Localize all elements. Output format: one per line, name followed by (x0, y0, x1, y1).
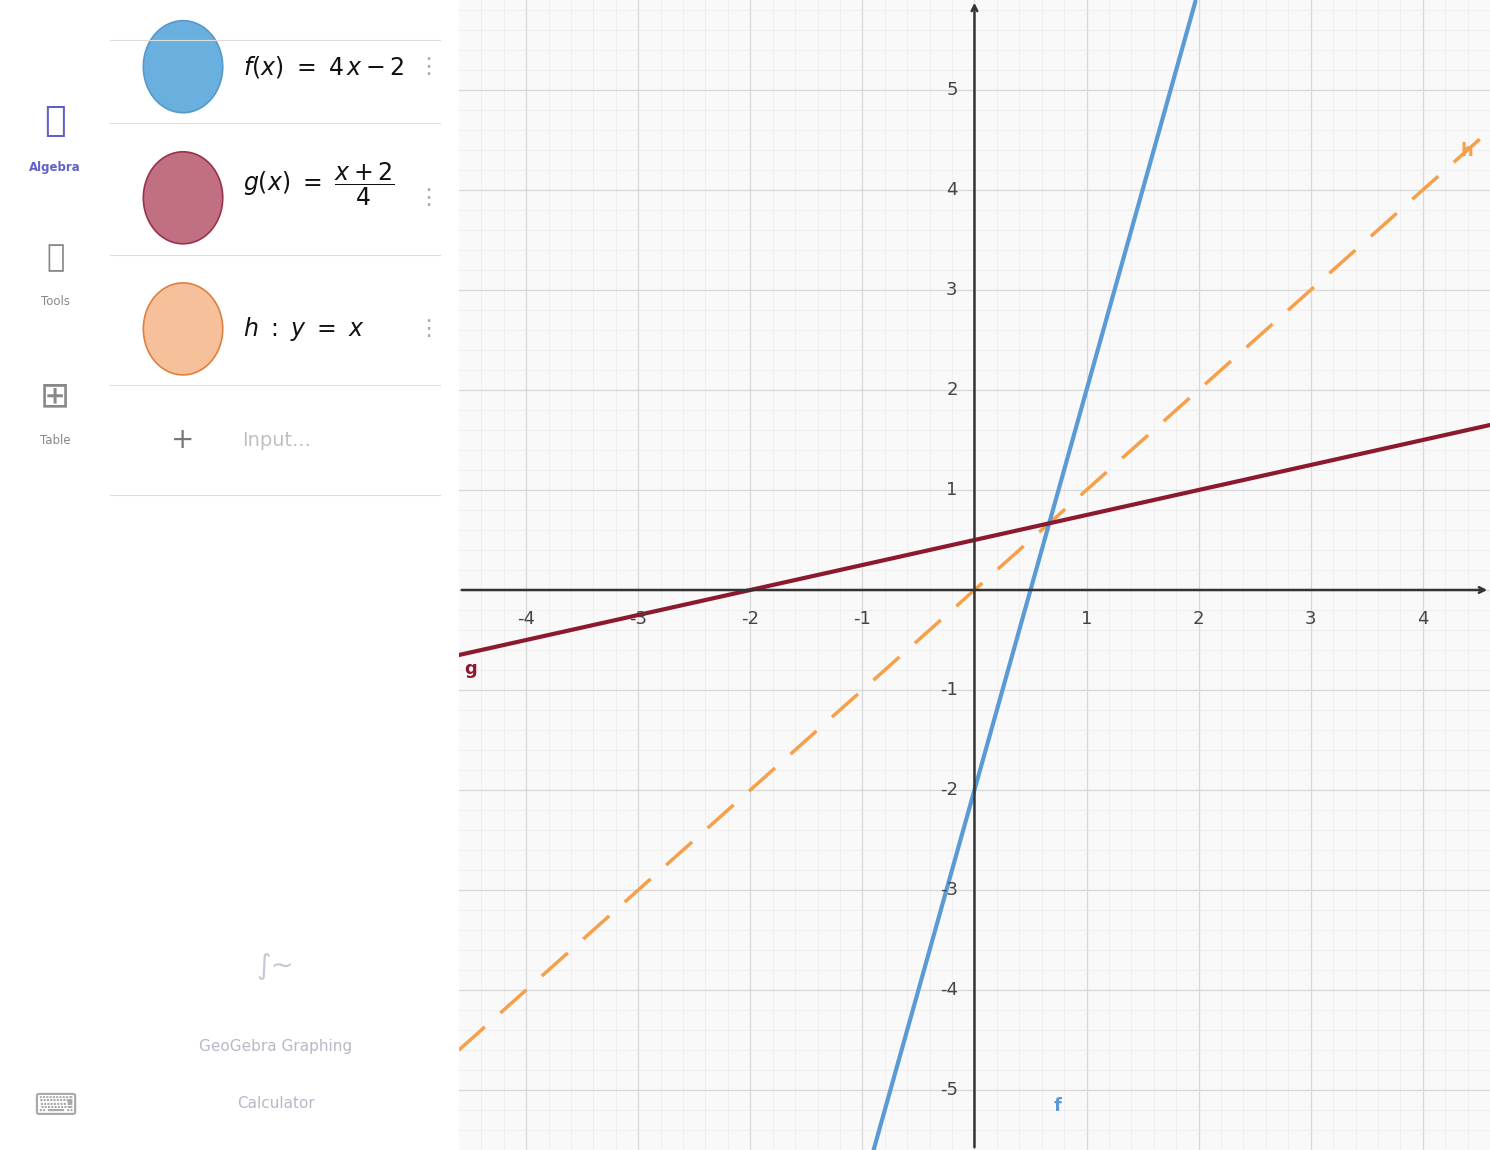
Text: 2: 2 (1193, 610, 1204, 628)
Text: ⌨: ⌨ (33, 1091, 77, 1121)
Text: -4: -4 (517, 610, 535, 628)
Text: ⌸: ⌸ (45, 104, 66, 138)
Text: ⛶: ⛶ (46, 243, 64, 273)
Text: ∫∼: ∫∼ (256, 952, 295, 980)
Text: +: + (171, 427, 195, 454)
Text: f: f (1053, 1097, 1062, 1116)
Text: GeoGebra Graphing: GeoGebra Graphing (200, 1038, 352, 1055)
Text: Input...: Input... (243, 431, 311, 450)
Text: -4: -4 (940, 981, 958, 999)
Text: -2: -2 (742, 610, 760, 628)
Ellipse shape (143, 21, 222, 113)
Text: $g(x)\ =\ \dfrac{x+2}{4}$: $g(x)\ =\ \dfrac{x+2}{4}$ (243, 160, 395, 208)
Text: -5: -5 (940, 1081, 958, 1099)
Text: 4: 4 (1417, 610, 1429, 628)
Ellipse shape (143, 283, 222, 375)
Text: 3: 3 (1305, 610, 1317, 628)
Text: ⋮: ⋮ (417, 319, 440, 339)
Text: ⋮: ⋮ (417, 56, 440, 77)
Text: 3: 3 (946, 281, 958, 299)
Text: g: g (465, 660, 477, 678)
Text: 2: 2 (946, 381, 958, 399)
Text: ⊞: ⊞ (40, 380, 70, 414)
Text: 4: 4 (946, 181, 958, 199)
Text: -1: -1 (854, 610, 872, 628)
Ellipse shape (143, 152, 222, 244)
Text: Algebra: Algebra (30, 161, 80, 175)
Text: Tools: Tools (40, 294, 70, 308)
Text: Table: Table (40, 434, 70, 447)
Text: $f(x)\ =\ 4\,x - 2$: $f(x)\ =\ 4\,x - 2$ (243, 54, 404, 79)
Text: -3: -3 (940, 881, 958, 899)
Text: h: h (1460, 141, 1474, 160)
Text: 1: 1 (946, 481, 958, 499)
Text: Calculator: Calculator (237, 1096, 314, 1112)
Text: -3: -3 (629, 610, 647, 628)
Text: $h\ :\ y\ =\ x$: $h\ :\ y\ =\ x$ (243, 315, 365, 343)
Text: 5: 5 (946, 81, 958, 99)
Text: -2: -2 (940, 781, 958, 799)
Text: ⋮: ⋮ (417, 187, 440, 208)
Text: 1: 1 (1080, 610, 1092, 628)
Text: -1: -1 (940, 681, 958, 699)
